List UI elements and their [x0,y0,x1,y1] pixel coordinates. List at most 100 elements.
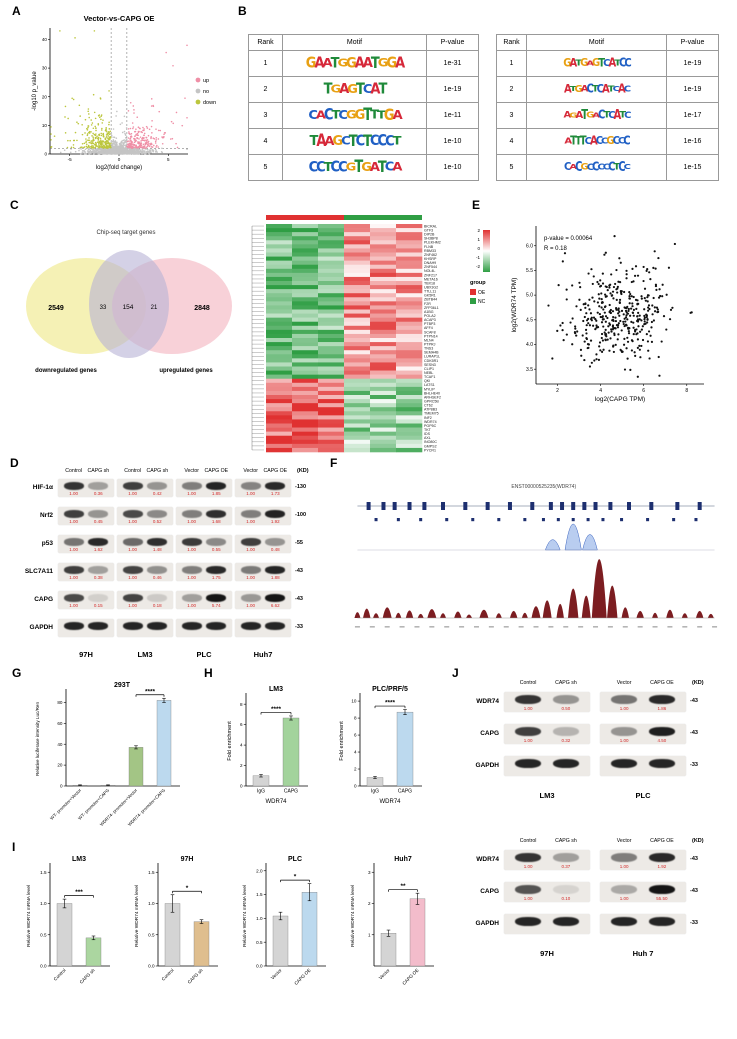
blot-strip: 1.00 55.50 [600,882,686,902]
motif-letter: A [564,137,572,146]
blot-strip: 1.00 1.73 [235,479,291,497]
lane-header: Control [519,680,537,686]
protein-band [552,759,579,768]
band-quantification: 1.00 [69,574,79,580]
protein-band [206,622,227,630]
y-tick-label: 8 [240,702,243,707]
band-quantification: 0.15 [93,602,103,608]
bar [156,700,172,787]
y-tick-label: 4.0 [526,342,533,348]
legend-dot-down [195,99,201,105]
blot-strip: 1.00 1.62 [58,535,114,553]
motif-letter: A [586,59,594,68]
ruler-mark [712,626,718,628]
protein-band [648,695,675,704]
protein-band [147,594,168,602]
chip-peak-red [666,609,674,618]
x-tick-label: 8 [685,388,688,394]
gene-label: ZFP36L1 [424,306,439,310]
protein-band [611,853,638,862]
blot-strip: 1.00 1.48 [117,535,173,553]
exon-mark [608,502,613,510]
x-tick-label: IgG [257,789,265,795]
y-tick-label: 6 [240,722,243,727]
gene-label: CDK5R1 [424,359,438,363]
motif-row: 2 ATGACTCATCAC 1e-19 [496,76,719,103]
motif-letter: T [392,134,402,149]
y-axis-label: Fold enrichment [339,721,345,761]
motif-letter: A [339,81,349,98]
motif-letter: C [612,135,620,148]
chart-title: LM3 [269,686,283,693]
motif-letter: G [330,83,342,96]
motif-logo: TAAGCTCTCCCT [282,128,427,155]
exon-mark [485,502,490,510]
motif-letter: A [563,110,572,121]
gene-label: META16 [424,277,438,281]
protein-band [611,727,638,736]
chart-title: LM3 [72,856,86,863]
chip-peak-blue [544,539,561,551]
significance-label: ** [400,883,406,890]
gene-label: NEBL [424,371,433,375]
motif-logo: ATTTCACCGCCC [526,128,667,155]
motif-letter: A [395,54,405,73]
motif-row: 1 GATGAGTCATCC 1e-19 [496,50,719,77]
bar [282,717,300,787]
chip-peak-red [681,613,688,618]
chip-peak-red [581,595,591,618]
blot-strip: 1.00 1.86 [600,692,686,712]
column-header: Rank [496,34,527,51]
y-tick-label: 1 [368,932,371,937]
protein-band [88,594,109,602]
blot-strip: 1.00 4.50 [600,724,686,744]
blot-strip: 1.00 1.75 [176,563,232,581]
venn-right-count: 2848 [194,305,210,312]
x-tick-label: CAPG sh [79,967,96,984]
motif-letter: A [592,111,600,120]
x-tick-label: Vector [378,967,391,980]
scatter-points [50,30,188,155]
protein-band [181,482,202,490]
cell-line-label: PLC [196,650,212,659]
x-tick-label: IgG [371,789,379,795]
gene-label: SH3BP8 [424,237,438,241]
motif-letter: T [614,59,621,68]
luciferase-chart: 293T 0 20 40 60 80 Relative luciferase intensi… [14,678,200,840]
gene-label: QKI [424,379,430,383]
signal-mark [374,518,378,522]
ruler-mark [503,626,509,628]
gene-label: LATS1 [424,383,435,387]
band-quantification: 1.00 [619,737,629,743]
exon-mark [463,502,468,510]
protein-band [515,727,542,736]
PLC-chart: PLC 0.0 0.5 1.0 1.5 2.0 Relative WDR74 mRNA le… [242,856,326,986]
mrna-chart-lm3: LM3 0.0 0.5 1.0 1.5 Relative WDR74 mRNA level… [14,852,118,1030]
pvalue-cell: 1e-19 [666,50,719,77]
cell-line-label: 97H [79,650,93,659]
bar [272,915,289,967]
motif-letter: T [309,134,318,149]
y-tick-label: 4 [240,743,243,748]
motif-letter: T [570,134,577,149]
band-quantification: 5.74 [211,602,221,608]
motif-letter: C [608,160,615,175]
y-tick-label: 1.5 [40,870,47,875]
protein-band [63,482,84,490]
band-quantification: 6.62 [270,602,280,608]
motif-letter: G [345,161,357,174]
motif-row: 3 CACTCGGTTTGA 1e-11 [248,102,479,129]
gene-label: GTF3 [424,229,433,233]
protein-label: GAPDH [475,762,499,769]
rank-cell: 1 [496,50,527,77]
chip-peak-red [427,609,437,618]
mw-marker: -100 [295,512,307,518]
x-tick-label: 0 [118,157,121,162]
venn-top-label: Chip-seq target genes [96,230,155,236]
blot-strip: 1.00 1.92 [235,507,291,525]
y-tick-label: 40 [57,742,63,747]
blot-strip: 1.00 0.45 [58,507,114,525]
x-tick-label: -5 [68,157,73,162]
chip-peak-blue [564,524,582,551]
y-tick-label: 1.5 [256,892,263,897]
